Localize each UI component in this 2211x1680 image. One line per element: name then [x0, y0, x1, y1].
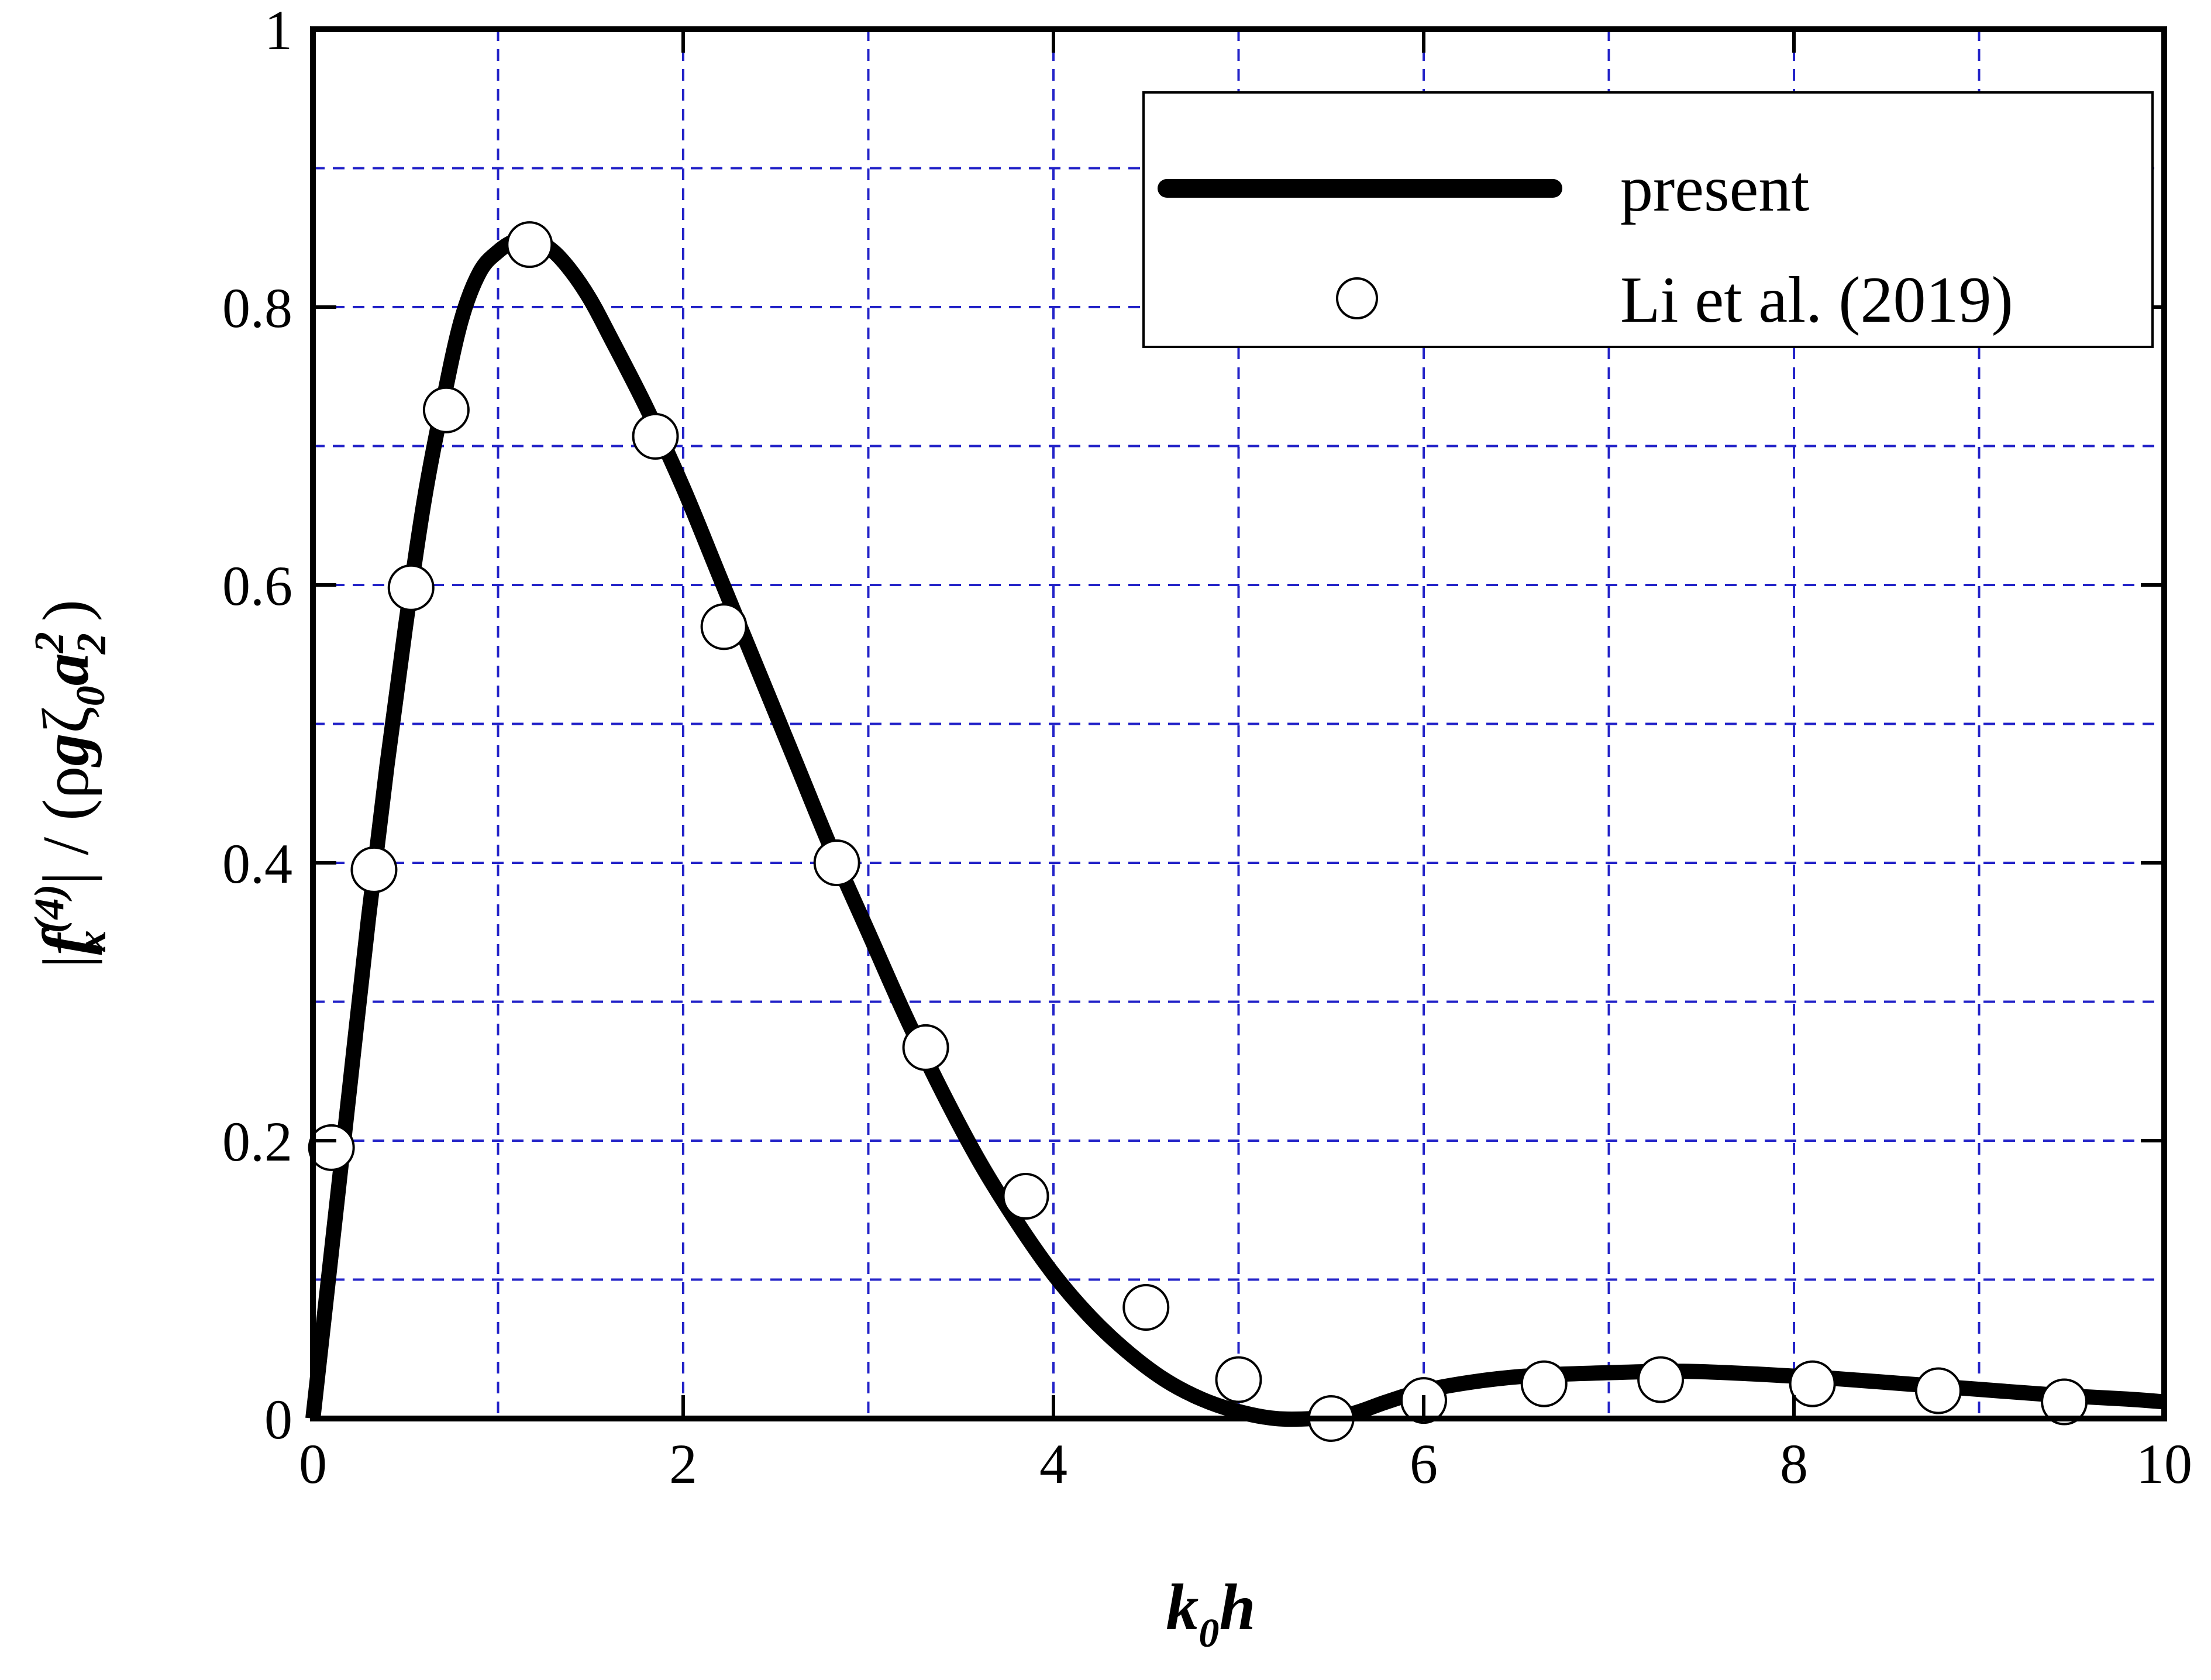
li-et-al-point	[1122, 1284, 1170, 1331]
present-curve	[305, 231, 2165, 1427]
x-tick-label: 6	[1410, 1433, 1438, 1495]
li-et-al-point	[1520, 1360, 1568, 1407]
legend-label-li-et-al: Li et al. (2019)	[1620, 264, 2013, 336]
li-et-al-point	[902, 1024, 949, 1071]
y-axis-label-g: g	[30, 734, 102, 768]
series-li-et-al	[308, 221, 2088, 1442]
series-present	[305, 231, 2165, 1427]
li-et-al-point	[387, 564, 435, 611]
li-et-al-point	[632, 412, 679, 460]
y-tick-label: 0.2	[222, 1110, 292, 1173]
axis-ticks: 0 2 4 6 8 10 0 0.2 0.4 0.6 0.8 1	[222, 0, 2192, 1495]
y-axis-label-a-sub: 2	[68, 633, 115, 655]
y-axis-label-f-sub: x	[68, 930, 115, 952]
y-axis-label-paren-close: )	[30, 600, 102, 621]
y-axis-label-a: a	[30, 653, 102, 686]
x-axis-label-sub: 0	[1199, 1611, 1219, 1656]
y-axis-label-zeta: ζ	[30, 706, 102, 733]
y-axis-label: |f(4)x| / (ρgζ0a22)	[26, 600, 115, 968]
x-tick-label: 8	[1780, 1433, 1808, 1495]
x-tick-label: 4	[1039, 1433, 1067, 1495]
y-axis-label-a-sup: 2	[26, 632, 73, 653]
y-tick-label: 0.4	[222, 832, 292, 895]
legend-label-present: present	[1620, 153, 1809, 225]
y-tick-label: 0.6	[222, 555, 292, 617]
li-et-al-point	[350, 846, 398, 893]
x-tick-label: 10	[2136, 1433, 2192, 1495]
li-et-al-point	[700, 603, 748, 650]
legend-marker-sample	[1336, 277, 1378, 319]
li-et-al-point	[506, 221, 553, 268]
y-axis-label-rho: ρ	[30, 766, 102, 799]
x-axis-label-main: k	[1166, 1571, 1199, 1644]
li-et-al-point	[422, 386, 470, 433]
x-axis-label: k0h	[1166, 1571, 1255, 1656]
y-axis-label-f-sup: (4)	[26, 884, 73, 933]
y-tick-label: 0	[264, 1388, 292, 1451]
li-et-al-point	[308, 1124, 355, 1171]
li-et-al-point	[1637, 1356, 1685, 1403]
li-et-al-point	[813, 839, 860, 886]
y-tick-label: 1	[264, 0, 292, 61]
plot-frame	[310, 26, 2167, 1421]
x-tick-label: 0	[299, 1433, 327, 1495]
li-et-al-point	[1914, 1367, 1962, 1414]
legend: present Li et al. (2019)	[1142, 91, 2154, 348]
li-et-al-point	[1215, 1356, 1262, 1403]
legend-box	[1142, 91, 2154, 348]
x-tick-label: 2	[669, 1433, 697, 1495]
li-et-al-point	[1002, 1173, 1049, 1220]
y-axis-label-zeta-sub: 0	[68, 686, 113, 706]
y-tick-label: 0.8	[222, 277, 292, 339]
y-axis-label-bar-close: | / (	[30, 799, 102, 885]
y-axis-label-bar-open: |	[30, 955, 102, 968]
x-axis-label-rest: h	[1219, 1571, 1255, 1644]
li-et-al-point	[2041, 1378, 2088, 1426]
li-et-al-point	[1789, 1360, 1836, 1407]
